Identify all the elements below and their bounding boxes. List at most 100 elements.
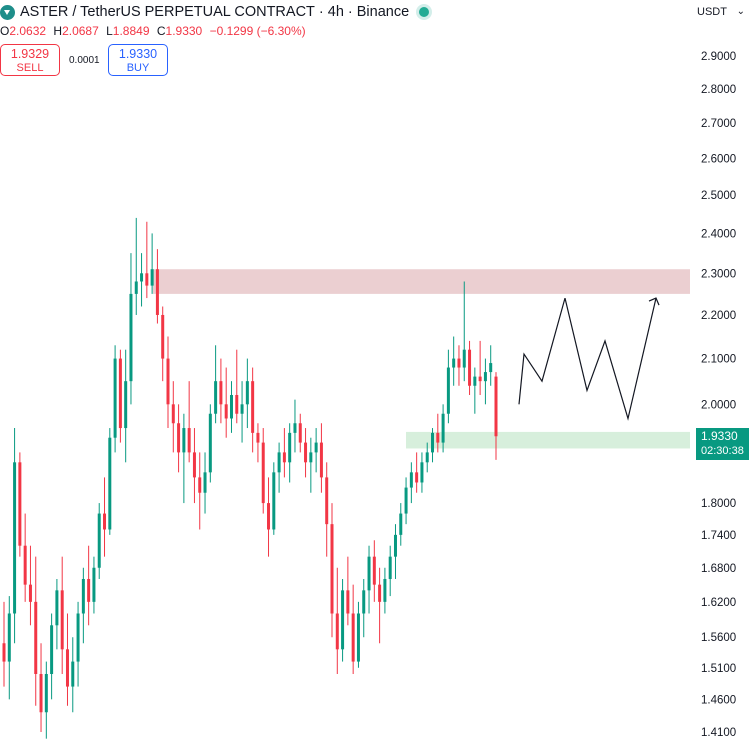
candle-body [293, 423, 297, 433]
y-tick-label: 2.4000 [701, 228, 736, 240]
candle-body [489, 363, 493, 373]
candle-body [420, 462, 424, 483]
candle-body [383, 578, 387, 602]
interval-label[interactable]: 4h [327, 4, 344, 20]
candles-layer [2, 217, 498, 739]
candle-body [425, 452, 429, 463]
candle-body [457, 358, 461, 368]
candle-body [341, 590, 345, 650]
projection-layer [518, 297, 660, 421]
candle-body [65, 649, 69, 687]
candle-body [177, 423, 181, 453]
sell-label: SELL [16, 62, 44, 74]
ohlc-low-label: L [106, 24, 113, 38]
ohlc-change: −0.1299 (−6.30%) [209, 24, 306, 38]
candle-body [113, 358, 117, 438]
candle-body [277, 452, 281, 473]
y-tick-label: 1.7400 [701, 530, 736, 542]
candle-body [208, 413, 212, 473]
candle-body [346, 590, 350, 614]
exchange-label: Binance [356, 4, 410, 20]
candle-body [2, 643, 6, 662]
candle-body [161, 314, 165, 359]
currency-selector[interactable]: USDT ⌄ [693, 0, 749, 24]
y-tick-label: 2.3000 [701, 268, 736, 280]
candle-body [155, 269, 159, 315]
y-tick-label: 1.5600 [701, 632, 736, 644]
candle-body [129, 293, 133, 382]
candle-body [330, 524, 334, 614]
y-tick-label: 2.0000 [701, 399, 736, 411]
y-tick-label: 1.5100 [701, 663, 736, 675]
ohlc-close-label: C [156, 24, 166, 38]
buy-button[interactable]: 1.9330 BUY [108, 44, 168, 76]
price-axis[interactable]: 2.9000 2.8000 2.7000 2.6000 2.5000 2.4000 2.30… [701, 51, 736, 739]
ohlc-close-value: 1.9330 [165, 24, 203, 38]
candle-body [272, 472, 276, 530]
ohlc-open-label: O [0, 24, 10, 38]
candle-body [103, 513, 107, 530]
candle-body [28, 584, 32, 602]
candle-body [431, 432, 435, 453]
candle-body [219, 381, 223, 405]
candle-body [304, 442, 308, 463]
sell-price: 1.9329 [10, 47, 50, 61]
candle-body [145, 273, 149, 286]
ohlc-high-value: 2.0687 [62, 24, 99, 38]
candle-body [240, 404, 244, 414]
candle-body [23, 545, 27, 585]
candle-body [251, 381, 255, 433]
candle-body [134, 281, 138, 294]
candle-body [404, 487, 408, 514]
candle-body [44, 673, 48, 713]
candle-body [473, 376, 477, 386]
projection-arrowhead [648, 297, 660, 306]
candle-body [399, 513, 403, 535]
candle-body [288, 432, 292, 463]
y-tick-label: 2.6000 [701, 153, 736, 165]
candle-body [71, 661, 75, 687]
candle-body [319, 442, 323, 478]
candle-body [214, 381, 218, 414]
currency-value: USDT [697, 6, 727, 18]
candle-body [314, 442, 318, 453]
candle-body [356, 613, 360, 662]
support-zone [406, 431, 690, 449]
candle-body [203, 472, 207, 493]
candle-body [409, 472, 413, 488]
candle-body [224, 404, 228, 419]
spread-value: 0.0001 [69, 55, 100, 66]
candle-body [7, 613, 11, 662]
candle-body [229, 394, 233, 419]
candle-body [108, 437, 112, 530]
y-tick-label: 1.4100 [701, 727, 736, 739]
candle-body [309, 452, 313, 463]
candle-body [60, 590, 64, 650]
ohlc-low-value: 1.8849 [112, 24, 150, 38]
header-separator: · [318, 4, 324, 20]
candle-body [192, 452, 196, 478]
buy-label: BUY [126, 62, 150, 74]
ohlc-open-value: 2.0632 [9, 24, 47, 38]
candle-body [494, 376, 498, 437]
zones-layer [153, 269, 690, 449]
candle-body [378, 584, 382, 602]
candle-body [81, 578, 85, 614]
candle-countdown: 02:30:38 [701, 445, 744, 457]
sell-button[interactable]: 1.9329 SELL [0, 44, 60, 76]
candle-body [13, 462, 17, 614]
candle-body [235, 394, 239, 414]
y-tick-label: 1.6200 [701, 597, 736, 609]
y-tick-label: 2.9000 [701, 51, 736, 63]
candle-body [267, 503, 271, 530]
symbol-title[interactable]: ASTER / TetherUS PERPETUAL CONTRACT [20, 4, 315, 20]
candle-body [166, 358, 170, 405]
candle-body [388, 556, 392, 579]
candle-body [441, 413, 445, 443]
last-price-value: 1.9330 [701, 429, 738, 443]
candle-body [298, 423, 302, 443]
candle-body [415, 472, 419, 483]
y-tick-label: 1.4600 [701, 694, 736, 706]
candle-body [452, 358, 456, 368]
